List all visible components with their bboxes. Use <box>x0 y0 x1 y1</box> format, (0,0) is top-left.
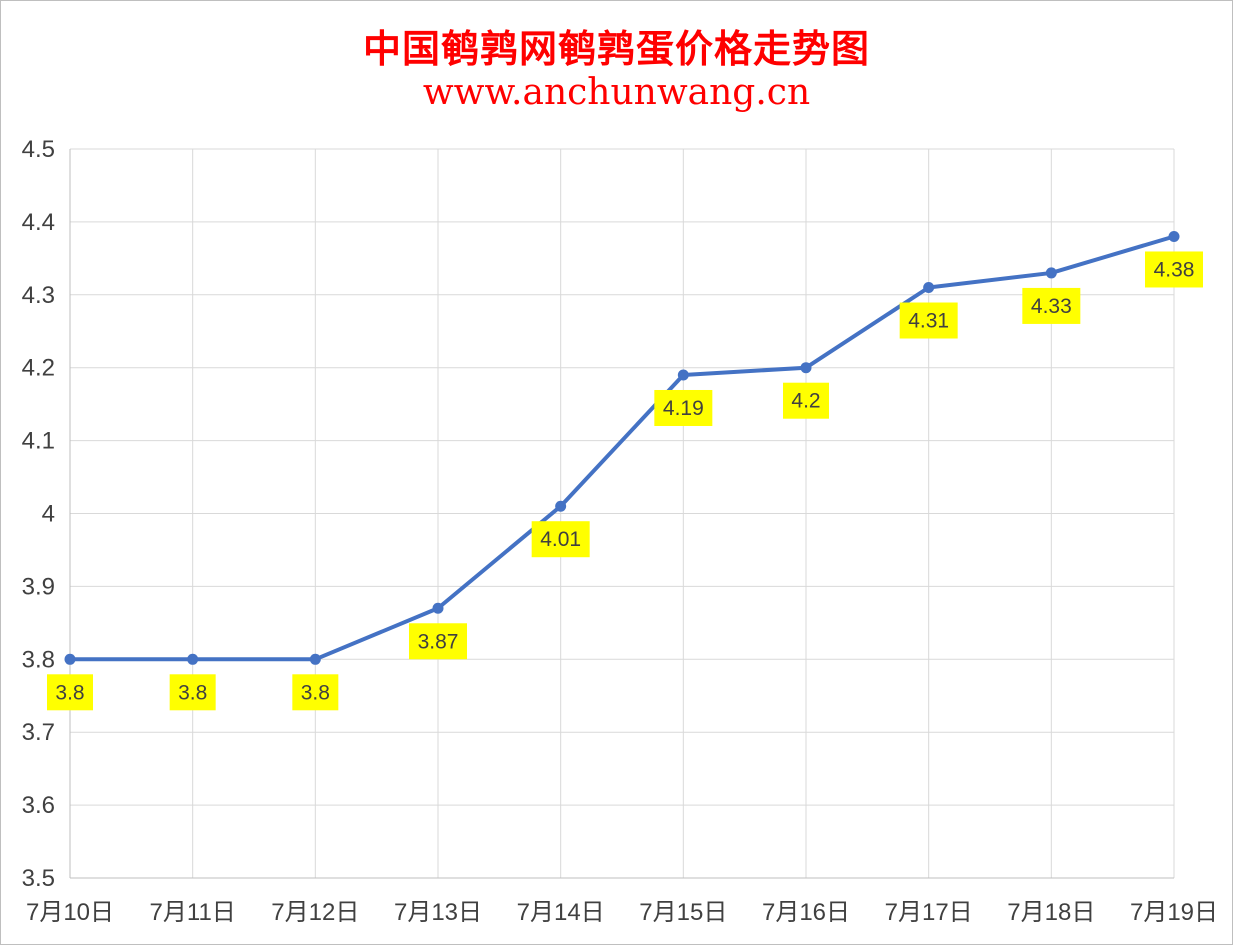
data-label-text: 3.8 <box>178 681 207 704</box>
data-label-text: 4.38 <box>1154 258 1195 281</box>
y-tick-label: 3.7 <box>22 719 55 746</box>
x-tick-label: 7月15日 <box>639 899 727 926</box>
chart-subtitle: www.anchunwang.cn <box>422 72 811 113</box>
x-tick-label: 7月18日 <box>1007 899 1095 926</box>
y-tick-label: 4.5 <box>22 136 55 163</box>
data-label-text: 4.33 <box>1031 295 1072 318</box>
data-label-background <box>899 302 958 339</box>
y-tick-label: 3.9 <box>22 573 55 600</box>
data-label: 4.31 <box>899 302 958 339</box>
data-label-background <box>409 623 467 660</box>
series-price-line <box>68 234 1176 662</box>
data-point <box>64 653 76 665</box>
y-tick-label: 3.6 <box>22 792 55 819</box>
data-label-text: 4.19 <box>663 397 704 420</box>
x-tick-label: 7月16日 <box>762 899 850 926</box>
data-label-text: 3.87 <box>418 630 459 653</box>
data-label: 4.19 <box>654 389 713 426</box>
data-labels: 3.8 3.8 3.8 3.87 4.01 4.19 4.2 4.31 4.33 4.38 <box>47 251 1203 711</box>
data-point <box>1168 230 1180 242</box>
data-label: 4.33 <box>1022 287 1081 324</box>
data-label: 3.8 <box>292 674 339 711</box>
x-tick-label: 7月10日 <box>26 899 114 926</box>
x-tick-label: 7月19日 <box>1130 899 1218 926</box>
data-label: 4.2 <box>783 382 829 419</box>
x-tick-label: 7月13日 <box>394 899 482 926</box>
data-point <box>800 362 812 374</box>
grid-lines <box>70 148 1175 878</box>
x-tick-label: 7月17日 <box>885 899 973 926</box>
y-tick-label: 4.3 <box>22 282 55 309</box>
data-label-text: 4.01 <box>540 528 581 551</box>
data-point <box>923 282 935 294</box>
x-tick-label: 7月14日 <box>517 899 605 926</box>
y-tick-label: 3.8 <box>22 646 55 673</box>
data-label-text: 3.8 <box>301 681 330 704</box>
data-label-text: 3.8 <box>55 681 84 704</box>
data-label: 4.38 <box>1145 251 1203 288</box>
data-point <box>187 653 199 665</box>
chart-title: 中国鹌鹑网鹌鹑蛋价格走势图 <box>362 26 870 71</box>
series-line <box>68 234 1176 662</box>
data-label-background <box>1145 251 1203 288</box>
y-tick-label: 4.1 <box>22 428 55 455</box>
data-point <box>309 653 321 665</box>
data-label-background <box>654 389 713 426</box>
data-label: 3.8 <box>47 674 93 711</box>
axes <box>69 149 1174 879</box>
data-label: 3.8 <box>169 674 216 711</box>
data-label: 3.87 <box>409 623 467 660</box>
y-tick-label: 4.2 <box>22 355 55 382</box>
data-point <box>555 500 567 512</box>
x-tick-label: 7月11日 <box>150 899 236 926</box>
data-label-text: 4.2 <box>791 390 820 413</box>
x-axis-tick-labels: 7月10日 7月11日 7月12日 7月13日 7月14日 7月15日 7月16日 7月17日… <box>26 899 1218 926</box>
y-axis-tick-labels: 3.5 3.6 3.7 3.8 3.9 4 4.1 4.2 4.3 4.4 4.5 <box>22 136 55 892</box>
data-label-background <box>531 521 590 558</box>
data-point <box>1045 267 1057 279</box>
data-label-background <box>169 674 216 711</box>
data-label: 4.01 <box>531 521 590 558</box>
data-points <box>64 230 1180 665</box>
x-tick-label: 7月12日 <box>271 899 359 926</box>
data-point <box>677 369 689 381</box>
y-tick-label: 4 <box>42 501 55 528</box>
data-label-background <box>1022 287 1081 324</box>
data-label-background <box>47 674 93 711</box>
y-tick-label: 4.4 <box>22 209 55 236</box>
data-label-text: 4.31 <box>908 310 949 333</box>
data-label-background <box>783 382 829 419</box>
data-point <box>432 602 444 614</box>
y-tick-label: 3.5 <box>22 865 55 892</box>
data-label-background <box>292 674 339 711</box>
